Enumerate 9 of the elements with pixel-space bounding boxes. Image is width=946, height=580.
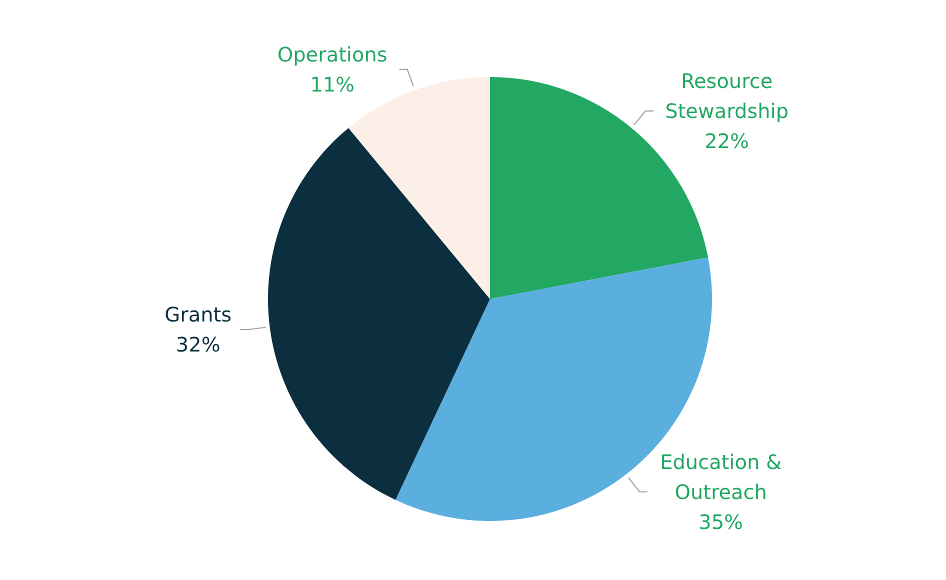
slice-label: Grants <box>164 302 232 327</box>
data-label: 32% <box>176 332 220 357</box>
data-label: 22% <box>704 128 750 153</box>
slice-label: Education & Outreach <box>660 450 782 504</box>
pie-slice <box>268 128 490 500</box>
data-label: 35% <box>698 510 744 534</box>
slice-label: Operations <box>277 42 388 66</box>
data-label: 11% <box>310 72 355 96</box>
slice-label: Resource Stewardship <box>665 68 789 123</box>
